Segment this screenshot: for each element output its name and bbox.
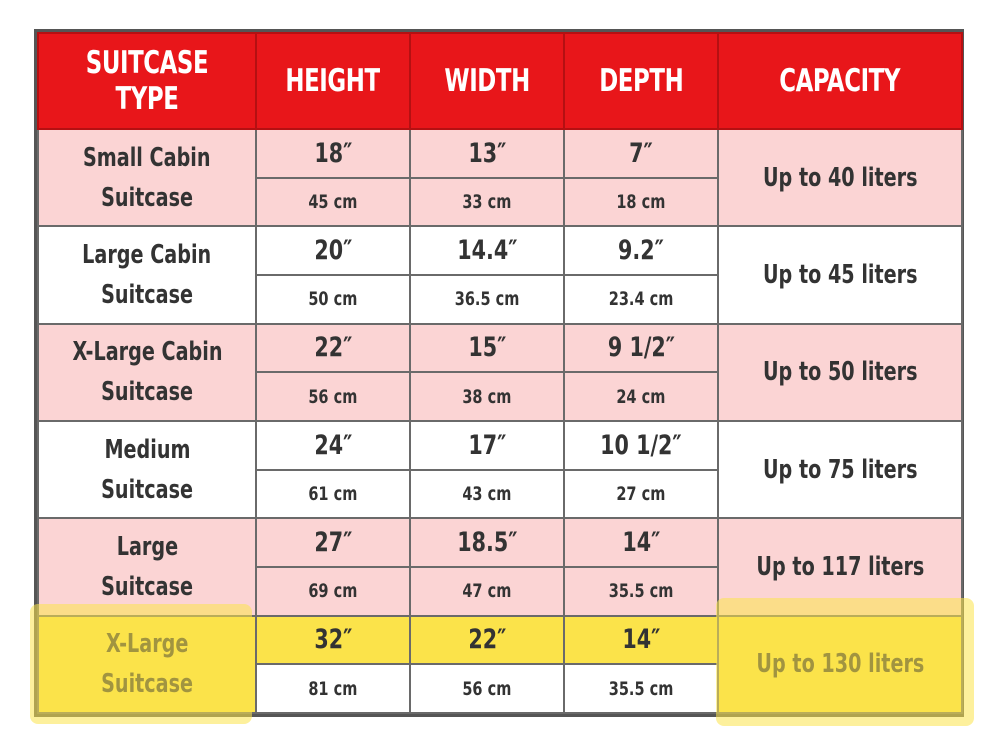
suitcase-type-cell: Small Cabin Suitcase [37,127,257,228]
capacity-cell: Up to 75 liters [717,419,963,520]
depth-cm-cell: 27 cm [563,468,719,520]
header-row: SUITCASE TYPE HEIGHT WIDTH DEPTH CAPACIT… [37,32,963,130]
height-cm-cell: 45 cm [255,176,411,228]
depth-cm-cell: 23.4 cm [563,273,719,325]
capacity-cell: Up to 130 liters [717,614,963,715]
suitcase-type-cell: Medium Suitcase [37,419,257,520]
suitcase-type-cell: X-Large Suitcase [37,614,257,715]
suitcase-type-cell: Large Cabin Suitcase [37,225,257,325]
width-cm-cell: 33 cm [409,176,565,228]
header-height: HEIGHT [255,32,411,130]
table-row-highlighted: X-Large Suitcase 32″ 22″ 14″ Up to 130 li… [37,614,963,715]
suitcase-size-table-frame: SUITCASE TYPE HEIGHT WIDTH DEPTH CAPACIT… [34,29,964,717]
capacity-cell: Up to 50 liters [717,322,963,422]
height-cm-cell: 81 cm [255,663,411,714]
table-row: 56 cm 38 cm 24 cm [38,371,962,422]
table-row: Large Suitcase 27″ 18.5″ 14″ Up to 117 li… [37,517,963,617]
table-row: 45 cm 33 cm 18 cm [38,176,962,228]
depth-cm-cell: 35.5 cm [563,663,719,714]
width-inches-cell: 18.5″ [409,517,565,568]
depth-inches-cell: 9.2″ [563,225,719,276]
width-cm-cell: 47 cm [409,565,565,617]
width-cm-cell: 56 cm [409,663,565,714]
table-row: Small Cabin Suitcase 18″ 13″ 7″ Up to 40 … [37,127,963,228]
height-inches-cell: 32″ [255,614,411,666]
depth-inches-cell: 7″ [563,128,719,179]
suitcase-type-cell: Large Suitcase [37,517,257,617]
height-cm-cell: 50 cm [255,273,411,325]
height-inches-cell: 24″ [255,419,411,471]
width-inches-cell: 17″ [409,419,565,471]
height-cm-cell: 69 cm [255,565,411,617]
depth-cm-cell: 18 cm [563,176,719,228]
width-cm-cell: 43 cm [409,468,565,520]
header-capacity: CAPACITY [717,32,963,130]
height-inches-cell: 20″ [255,225,411,276]
capacity-cell: Up to 117 liters [717,517,963,617]
height-cm-cell: 61 cm [255,468,411,520]
table-row: 61 cm 43 cm 27 cm [38,468,962,520]
capacity-cell: Up to 45 liters [717,225,963,325]
table-row: Medium Suitcase 24″ 17″ 10 1/2″ Up to 75 … [37,419,963,520]
table-row: 81 cm 56 cm 35.5 cm [38,663,962,714]
depth-inches-cell: 9 1/2″ [563,322,719,374]
capacity-cell: Up to 40 liters [717,127,963,228]
height-inches-cell: 22″ [255,322,411,374]
table-row: 69 cm 47 cm 35.5 cm [38,565,962,617]
height-cm-cell: 56 cm [255,371,411,422]
width-inches-cell: 14.4″ [409,225,565,276]
table-row: Large Cabin Suitcase 20″ 14.4″ 9.2″ Up to… [37,225,963,325]
width-inches-cell: 22″ [409,614,565,666]
table-row: X-Large Cabin Suitcase 22″ 15″ 9 1/2″ Up … [37,322,963,422]
header-width: WIDTH [409,32,565,130]
width-cm-cell: 38 cm [409,371,565,422]
width-inches-cell: 15″ [409,322,565,374]
height-inches-cell: 18″ [255,128,411,179]
header-suitcase-type: SUITCASE TYPE [37,32,257,130]
width-cm-cell: 36.5 cm [409,273,565,325]
width-inches-cell: 13″ [409,128,565,179]
depth-inches-cell: 14″ [563,517,719,568]
depth-cm-cell: 35.5 cm [563,565,719,617]
suitcase-size-table: SUITCASE TYPE HEIGHT WIDTH DEPTH CAPACIT… [37,32,963,715]
suitcase-type-cell: X-Large Cabin Suitcase [37,322,257,422]
depth-inches-cell: 14″ [563,614,719,666]
height-inches-cell: 27″ [255,517,411,568]
header-depth: DEPTH [563,32,719,130]
depth-inches-cell: 10 1/2″ [563,419,719,471]
depth-cm-cell: 24 cm [563,371,719,422]
table-row: 50 cm 36.5 cm 23.4 cm [38,273,962,325]
